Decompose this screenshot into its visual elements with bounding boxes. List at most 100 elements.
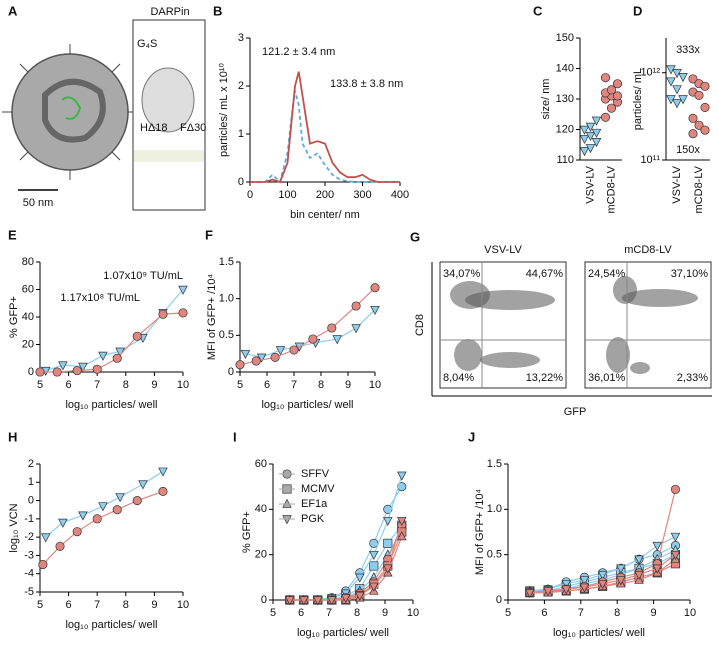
y-tick-label: 60 — [255, 458, 267, 470]
x-tick-label: 400 — [391, 189, 409, 201]
y-tick-label: 10¹² — [640, 67, 660, 79]
y-tick-label: 20 — [22, 338, 34, 350]
marker — [299, 596, 309, 606]
marker — [700, 102, 710, 113]
marker — [606, 103, 617, 113]
marker — [332, 335, 342, 345]
category-label: mCD8-LV — [693, 165, 705, 213]
x-tick-label: 10 — [177, 379, 189, 391]
y-axis-title: MFI of GFP+ /10⁴ — [474, 489, 486, 576]
series-line — [250, 90, 400, 184]
marker — [98, 351, 108, 361]
x-tick-label: 200 — [316, 189, 334, 201]
density — [480, 352, 540, 368]
marker — [38, 560, 48, 570]
y-axis-title: % GFP+ — [241, 511, 253, 553]
y-tick-label: 120 — [556, 123, 574, 135]
category-label: VSV-LV — [671, 165, 683, 203]
y-tick-label: 10¹¹ — [640, 154, 660, 166]
annotation: 121.2 ± 3.4 nm — [262, 46, 335, 58]
x-tick-label: 6 — [264, 379, 270, 391]
quadrant-label: 13,22% — [526, 372, 564, 384]
legend-label: SFFV — [301, 468, 330, 480]
marker — [688, 129, 698, 139]
y-tick-label: 0 — [261, 594, 267, 606]
y-tick-label: 3 — [238, 32, 244, 44]
panel-label: F — [205, 227, 213, 242]
marker — [112, 353, 122, 363]
x-tick-label: 7 — [94, 379, 100, 391]
y-tick-label: 130 — [556, 93, 574, 105]
marker — [383, 516, 393, 527]
series-line — [250, 71, 400, 184]
x-tick-label: 6 — [541, 607, 547, 619]
density — [606, 337, 630, 373]
y-axis-title: % GFP+ — [8, 296, 20, 338]
marker — [72, 366, 82, 376]
panel-label: H — [8, 429, 17, 444]
x-axis-title: GFP — [564, 406, 587, 418]
marker — [178, 308, 188, 318]
y-tick-label: 40 — [255, 503, 267, 515]
marker — [585, 131, 596, 141]
y-tick-label: -4 — [24, 568, 34, 580]
x-axis-title: log₁₀ particles/ well — [553, 627, 645, 639]
panel-label: A — [8, 3, 18, 18]
y-tick-label: 110 — [556, 154, 574, 166]
y-tick-label: 0 — [496, 594, 502, 606]
label: FΔ30 — [180, 122, 206, 134]
marker — [672, 85, 682, 95]
category-label: mCD8-LV — [605, 165, 617, 213]
marker — [313, 596, 323, 606]
y-tick-label: 0 — [228, 366, 234, 378]
marker — [369, 550, 379, 561]
marker — [543, 587, 553, 597]
label: DARPin — [150, 6, 189, 18]
plot-title: VSV-LV — [484, 244, 522, 256]
density — [465, 290, 555, 310]
y-tick-label: 0.5 — [487, 549, 502, 561]
marker — [235, 360, 245, 370]
marker — [600, 112, 611, 122]
marker — [383, 538, 393, 548]
x-axis-title: log₁₀ particles/ well — [65, 399, 157, 411]
y-tick-label: 0 — [28, 366, 34, 378]
x-tick-label: 7 — [578, 607, 584, 619]
marker — [700, 81, 710, 91]
legend-label: EF1a — [301, 498, 328, 510]
x-tick-label: 5 — [237, 379, 243, 391]
y-tick-label: 40 — [22, 311, 34, 323]
x-tick-label: 8 — [123, 379, 129, 391]
marker — [282, 498, 292, 508]
label: HΔ18 — [140, 122, 168, 134]
marker — [370, 305, 380, 316]
marker — [52, 367, 62, 377]
marker — [397, 482, 407, 492]
legend-label: MCMV — [301, 483, 335, 495]
y-tick-label: 1.0 — [487, 503, 502, 515]
x-tick-label: 8 — [354, 607, 360, 619]
marker — [275, 346, 286, 356]
x-tick-label: 8 — [318, 379, 324, 391]
x-tick-label: 7 — [291, 379, 297, 391]
x-axis-title: bin center/ nm — [290, 209, 360, 221]
quadrant-label: 2,33% — [677, 372, 708, 384]
marker — [397, 516, 407, 527]
x-tick-label: 9 — [151, 379, 157, 391]
marker — [132, 331, 142, 341]
legend-label: PGK — [301, 513, 325, 525]
marker — [561, 585, 572, 595]
x-tick-label: 9 — [345, 379, 351, 391]
marker — [132, 496, 142, 506]
marker — [694, 90, 704, 100]
marker — [585, 122, 596, 132]
x-tick-label: 7 — [326, 607, 332, 619]
panel-label: C — [533, 3, 543, 18]
marker — [616, 576, 626, 586]
x-tick-label: 10 — [177, 599, 189, 611]
x-tick-label: 100 — [278, 189, 296, 201]
marker — [600, 73, 611, 83]
y-tick-label: -5 — [24, 586, 34, 598]
marker — [115, 493, 125, 503]
marker — [369, 561, 379, 571]
